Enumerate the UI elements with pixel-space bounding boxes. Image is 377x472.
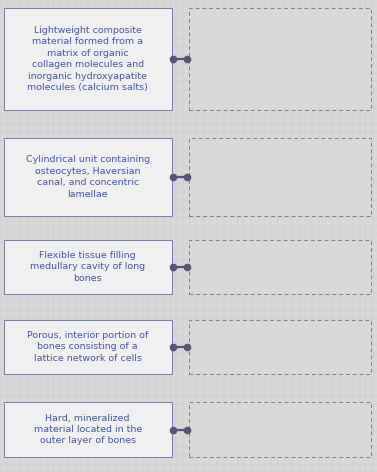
Text: Flexible tissue filling
medullary cavity of long
bones: Flexible tissue filling medullary cavity…: [30, 251, 145, 283]
Text: Cylindrical unit containing
osteocytes, Haversian
canal, and concentric
lamellae: Cylindrical unit containing osteocytes, …: [26, 155, 150, 199]
FancyBboxPatch shape: [188, 240, 371, 294]
FancyBboxPatch shape: [4, 138, 172, 216]
Text: Hard, mineralized
material located in the
outer layer of bones: Hard, mineralized material located in th…: [34, 413, 142, 446]
FancyBboxPatch shape: [4, 8, 172, 110]
FancyBboxPatch shape: [4, 320, 172, 374]
FancyBboxPatch shape: [4, 402, 172, 457]
FancyBboxPatch shape: [188, 320, 371, 374]
FancyBboxPatch shape: [188, 138, 371, 216]
FancyBboxPatch shape: [4, 240, 172, 294]
Text: Porous, interior portion of
bones consisting of a
lattice network of cells: Porous, interior portion of bones consis…: [27, 331, 148, 363]
FancyBboxPatch shape: [188, 402, 371, 457]
Text: Lightweight composite
material formed from a
matrix of organic
collagen molecule: Lightweight composite material formed fr…: [27, 26, 148, 92]
FancyBboxPatch shape: [188, 8, 371, 110]
